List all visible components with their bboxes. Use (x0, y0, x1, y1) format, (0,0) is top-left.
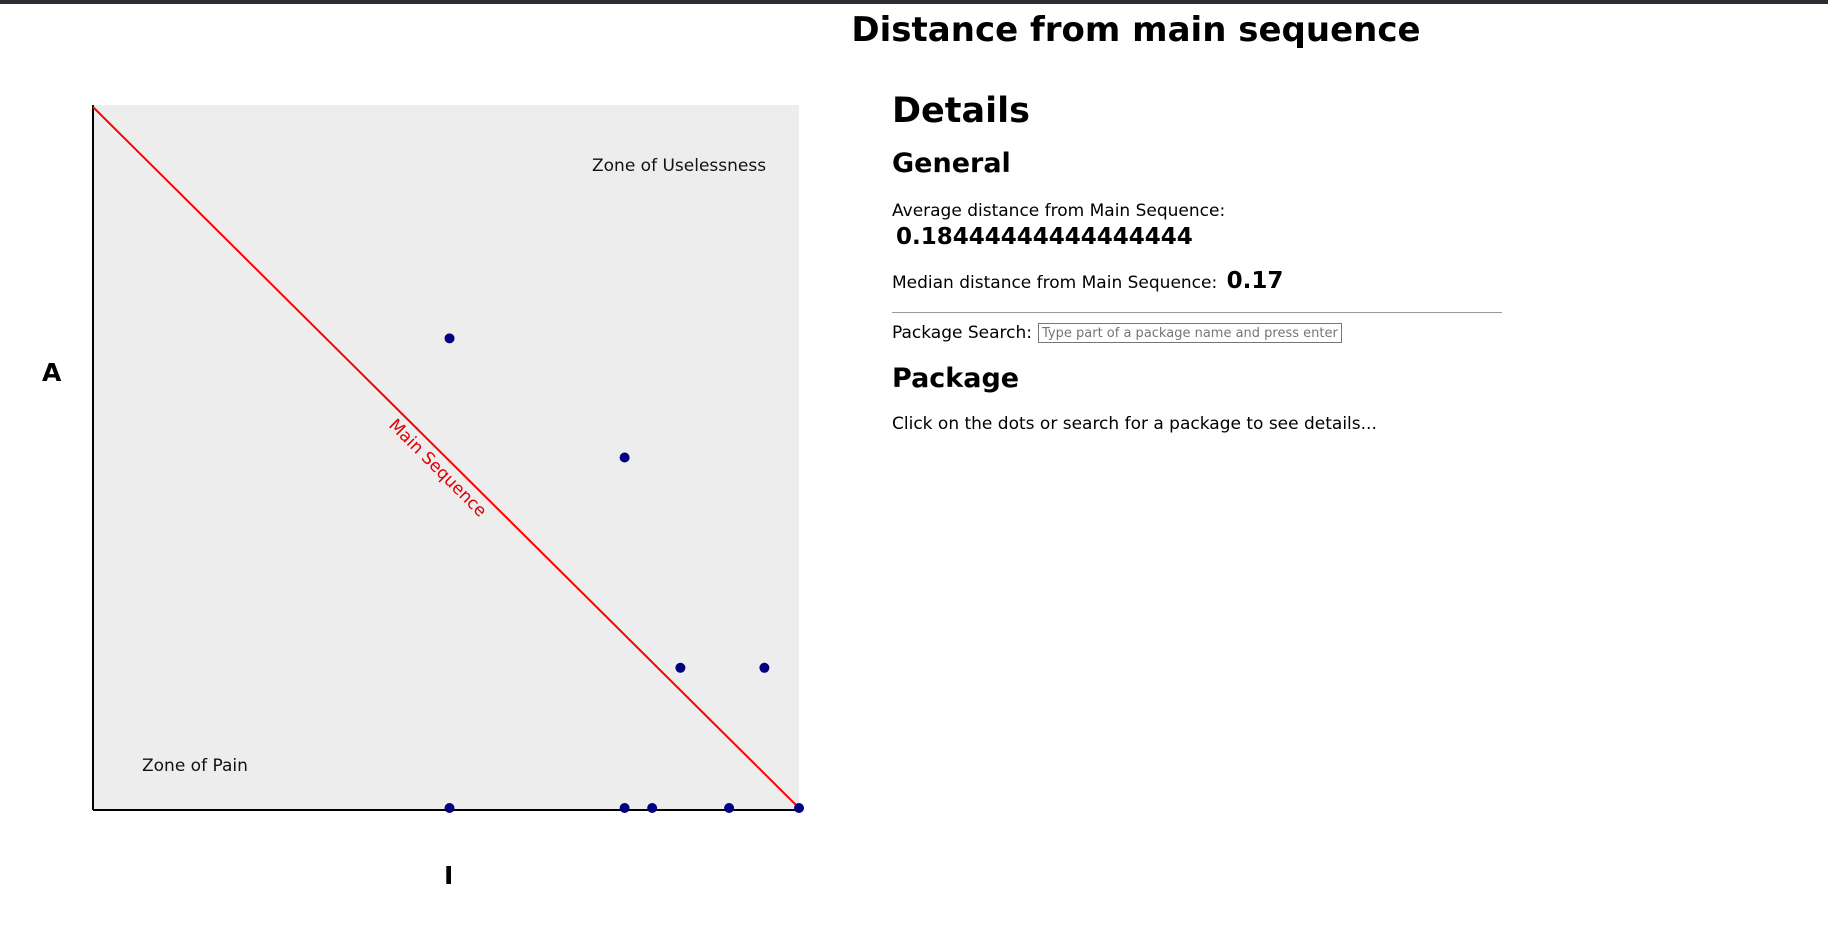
median-distance-label: Median distance from Main Sequence: (892, 273, 1218, 294)
data-points[interactable] (444, 333, 804, 813)
package-search: Package Search: (892, 323, 1502, 344)
package-point-8[interactable] (724, 803, 735, 813)
package-point-6[interactable] (619, 803, 630, 813)
divider (892, 312, 1502, 314)
package-point-7[interactable] (647, 803, 658, 813)
package-hint: Click on the dots or search for a packag… (892, 413, 1377, 434)
page-title: Distance from main sequence (851, 10, 1421, 50)
average-distance-value: 0.18444444444444444 (896, 224, 1193, 251)
package-heading: Package (892, 363, 1020, 395)
zone-pain-label: Zone of Pain (142, 756, 248, 776)
details-heading: Details (892, 91, 1030, 131)
package-point-9[interactable] (794, 803, 804, 813)
main-sequence-line (92, 106, 800, 809)
x-axis-label: I (444, 861, 453, 890)
package-point-4[interactable] (759, 662, 770, 673)
main-sequence-chart: Zone of Uselessness Zone of Pain Main Se… (42, 105, 804, 890)
package-point-5[interactable] (444, 803, 455, 813)
package-search-input[interactable] (1038, 323, 1343, 344)
details-panel: Details General Average distance from Ma… (892, 90, 1502, 434)
package-point-2[interactable] (619, 452, 630, 463)
package-point-1[interactable] (444, 333, 455, 344)
package-point-3[interactable] (675, 662, 686, 673)
general-heading: General (892, 148, 1011, 179)
average-distance: Average distance from Main Sequence: 0.1… (892, 198, 1502, 252)
package-search-label: Package Search: (892, 323, 1033, 344)
top-bar (0, 0, 1828, 4)
median-distance: Median distance from Main Sequence: 0.17 (892, 268, 1502, 296)
y-axis-label: A (42, 358, 62, 387)
average-distance-label: Average distance from Main Sequence: (892, 201, 1226, 222)
median-distance-value: 0.17 (1226, 268, 1284, 295)
zone-uselessness-label: Zone of Uselessness (592, 156, 766, 176)
